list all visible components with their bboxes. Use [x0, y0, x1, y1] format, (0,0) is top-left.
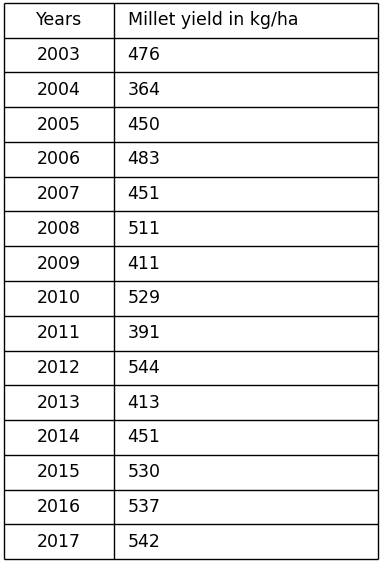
- Text: 2014: 2014: [37, 428, 81, 446]
- Text: 2006: 2006: [37, 150, 81, 168]
- Text: 544: 544: [128, 359, 160, 377]
- Text: 413: 413: [128, 394, 160, 412]
- Text: 529: 529: [128, 289, 161, 307]
- Text: 2003: 2003: [37, 46, 81, 64]
- Text: 364: 364: [128, 81, 160, 99]
- Text: Years: Years: [36, 11, 82, 29]
- Text: 2015: 2015: [37, 463, 81, 481]
- Text: 542: 542: [128, 533, 160, 551]
- Text: 2007: 2007: [37, 185, 81, 203]
- Text: 511: 511: [128, 220, 160, 238]
- Text: 451: 451: [128, 185, 160, 203]
- Text: 2017: 2017: [37, 533, 81, 551]
- Text: 2010: 2010: [37, 289, 81, 307]
- Text: 451: 451: [128, 428, 160, 446]
- Text: 450: 450: [128, 116, 160, 134]
- Text: 2005: 2005: [37, 116, 81, 134]
- Text: 537: 537: [128, 498, 160, 516]
- Text: 2009: 2009: [37, 255, 81, 273]
- Text: 2004: 2004: [37, 81, 81, 99]
- Text: 2012: 2012: [37, 359, 81, 377]
- Text: 2016: 2016: [37, 498, 81, 516]
- Text: 530: 530: [128, 463, 160, 481]
- Text: 2013: 2013: [37, 394, 81, 412]
- Text: 391: 391: [128, 324, 161, 342]
- Text: 483: 483: [128, 150, 160, 168]
- Text: 2011: 2011: [37, 324, 81, 342]
- Text: Millet yield in kg/ha: Millet yield in kg/ha: [128, 11, 298, 29]
- Text: 411: 411: [128, 255, 160, 273]
- Text: 2008: 2008: [37, 220, 81, 238]
- Text: 476: 476: [128, 46, 160, 64]
